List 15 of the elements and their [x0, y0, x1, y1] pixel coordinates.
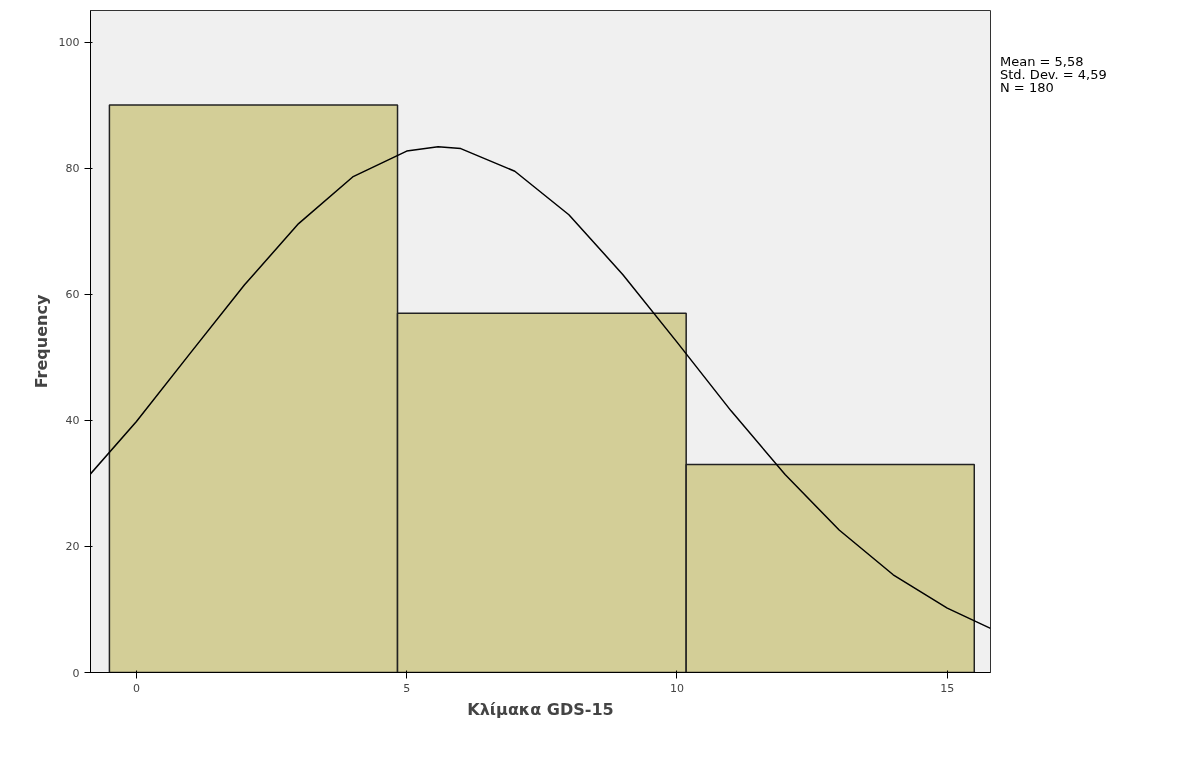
x-axis-title: Κλίμακα GDS-15	[467, 699, 614, 719]
y-tick-label: 20	[65, 540, 80, 554]
y-tick-label: 40	[65, 414, 80, 428]
y-tick-label: 60	[65, 288, 80, 302]
annotation: Std. Dev. = 4,59	[1000, 68, 1107, 81]
y-tick-label: 100	[58, 36, 80, 50]
x-tick-label: 5	[403, 681, 411, 695]
annotation: Mean = 5,58	[1000, 55, 1085, 68]
y-axis-title: Frequency	[31, 294, 51, 389]
x-tick-label: 10	[669, 681, 684, 695]
y-tick-label: 80	[65, 162, 80, 176]
y-tick-label: 0	[72, 666, 80, 680]
annotation: N = 180	[1000, 81, 1055, 94]
x-tick-label: 0	[132, 681, 140, 695]
x-tick-label: 15	[940, 681, 955, 695]
